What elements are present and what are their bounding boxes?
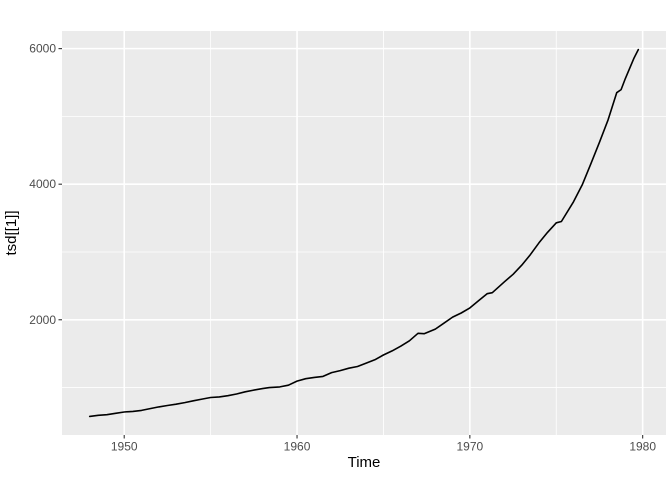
gridlines-minor — [62, 31, 666, 435]
x-tick-label: 1970 — [456, 440, 483, 454]
tick-labels: 1950 1960 1970 1980 2000 4000 6000 — [29, 42, 656, 454]
y-tick-label: 2000 — [29, 313, 56, 327]
x-tick-label: 1980 — [629, 440, 656, 454]
x-axis-title: Time — [348, 454, 381, 471]
series-line — [88, 48, 640, 418]
y-axis-title: tsd[[1]] — [3, 210, 20, 255]
gridlines-major — [62, 31, 666, 435]
y-tick-label: 4000 — [29, 177, 56, 191]
x-tick-label: 1960 — [284, 440, 311, 454]
plot-panel — [62, 31, 666, 435]
series-group — [88, 48, 640, 418]
y-tick-label: 6000 — [29, 42, 56, 56]
tick-marks — [58, 48, 644, 439]
x-tick-label: 1950 — [111, 440, 138, 454]
